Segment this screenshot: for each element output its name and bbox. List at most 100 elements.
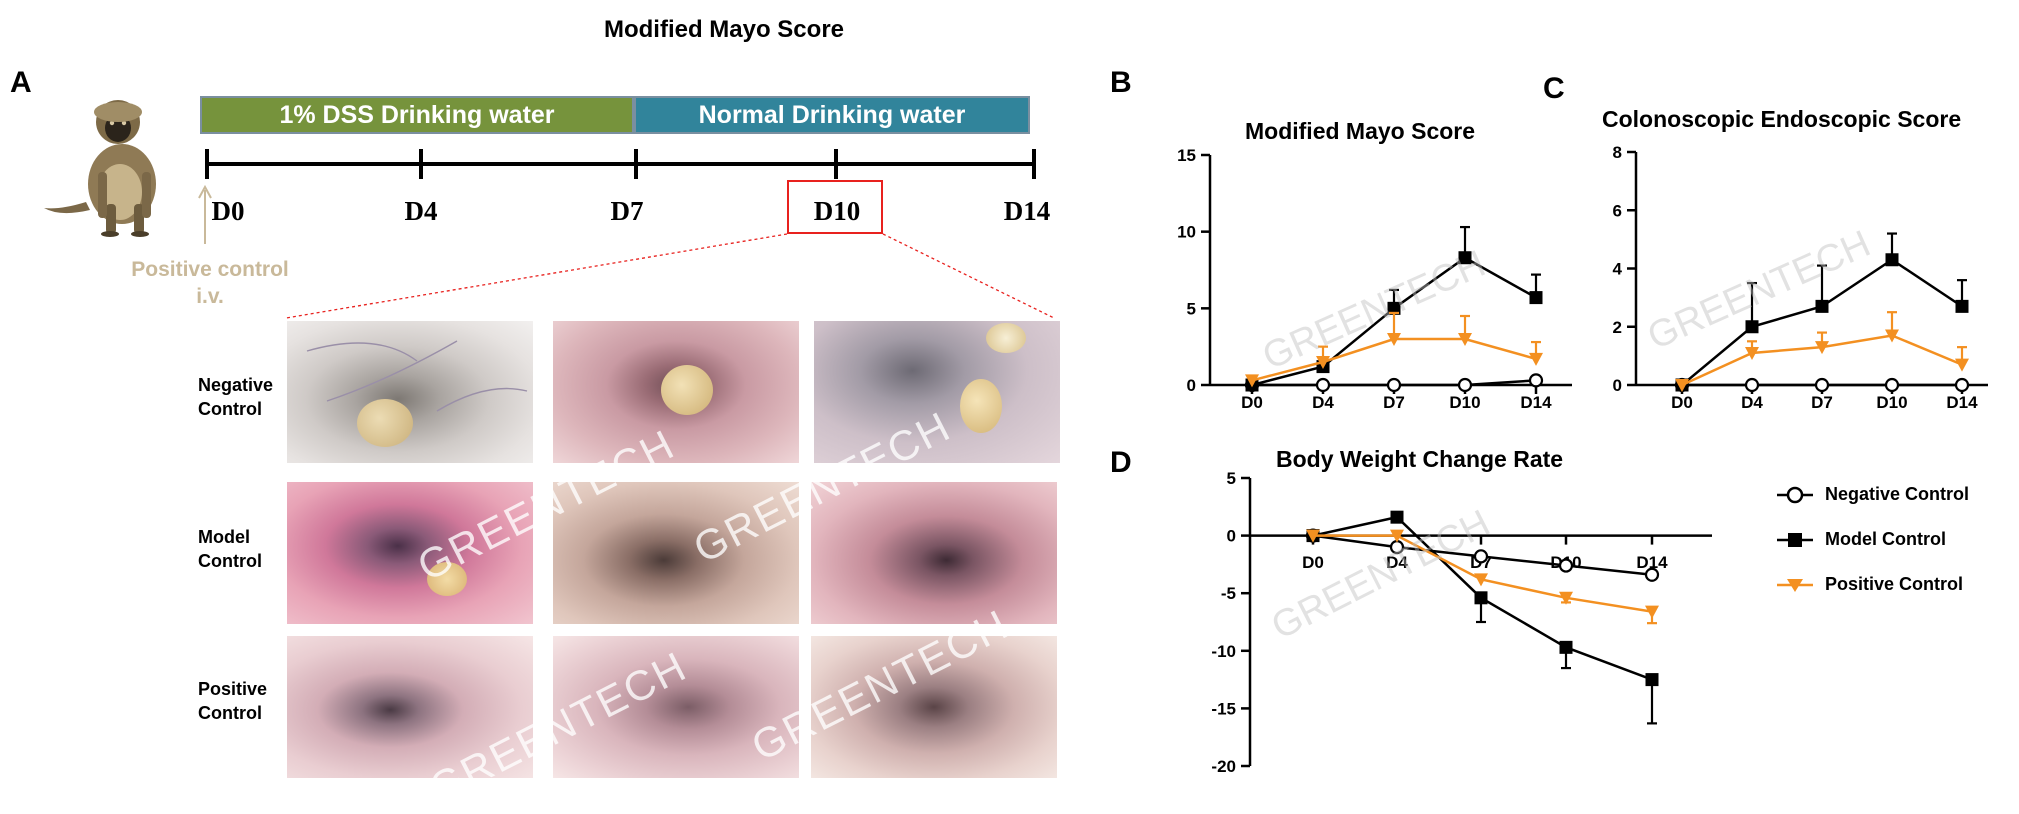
timeline-day-d0: D0 (211, 196, 245, 226)
legend-marker-negative-icon (1777, 486, 1813, 504)
chart-b-y-tick-label: 5 (1187, 299, 1196, 318)
legend-label-model: Model Control (1825, 529, 1946, 549)
chart-b-title: Modified Mayo Score (1245, 118, 1476, 144)
legend-label-negative: Negative Control (1825, 484, 1970, 504)
chart-c-point-negative (1884, 377, 1900, 393)
chart-c-series-positive (1675, 311, 1969, 392)
timeline-day-d4: D4 (404, 196, 438, 226)
chart-b-point-negative (1386, 377, 1402, 393)
chart-d-title: Body Weight Change Rate (1276, 446, 1564, 472)
zoom-connector-lines (285, 233, 1055, 319)
chart-c-title: Colonoscopic Endoscopic Score (1602, 106, 1962, 132)
chart-c-point-positive (1745, 346, 1759, 360)
chart-d-point-negative (1473, 549, 1489, 564)
chart-c-point-negative (1814, 377, 1830, 393)
chart-b-point-negative (1315, 377, 1331, 393)
chart-d-point-model (1474, 591, 1488, 605)
chart-b-point-positive (1458, 333, 1472, 346)
endoscopy-image-negative-3 (814, 321, 1060, 463)
chart-b-point-negative (1457, 377, 1473, 393)
chart-b-point-negative (1528, 373, 1544, 388)
chart-c-point-negative (1954, 377, 1970, 393)
chart-d-x-tick-label: D0 (1302, 553, 1324, 572)
legend-item-negative: Negative Control (1775, 478, 2015, 512)
chart-c-point-model (1745, 320, 1759, 334)
endoscopy-image-model-1 (287, 482, 533, 624)
chart-c-x-tick-label: D10 (1876, 393, 1907, 412)
endoscopy-image-positive-1 (287, 636, 533, 778)
chart-c-point-positive (1815, 341, 1829, 355)
chart-c-point-model (1955, 299, 1969, 313)
row-label-negative: Negative Control (198, 375, 274, 419)
chart-c: 0 2 4 6 8 D0 D4 D7 D10 D14 (1613, 143, 1988, 412)
chart-d-point-positive (1474, 573, 1488, 587)
chart-d-point-positive (1306, 529, 1320, 543)
chart-c-y-tick-label: 6 (1613, 201, 1622, 220)
chart-b-x-tick-label: D0 (1241, 393, 1263, 412)
legend-marker-positive-icon (1777, 579, 1813, 592)
panel-label-c: C (1543, 72, 1565, 105)
chart-d-point-positive (1559, 591, 1573, 605)
chart-c-point-negative (1744, 377, 1760, 393)
chart-b-x-tick-label: D4 (1312, 393, 1334, 412)
chart-c-point-positive (1955, 358, 1969, 372)
row-label-model: Model Control (198, 527, 262, 571)
dss-water-segment: 1% DSS Drinking water (200, 96, 634, 134)
chart-d-series-positive (1306, 529, 1659, 625)
endoscopy-image-model-3 (811, 482, 1057, 624)
legend-label-positive: Positive Control (1825, 574, 1964, 594)
timeline-day-d7: D7 (610, 196, 644, 226)
chart-c-x-tick-label: D14 (1946, 393, 1978, 412)
timeline-day-d14: D14 (1003, 196, 1051, 226)
chart-c-x-tick-label: D7 (1811, 393, 1833, 412)
chart-c-x-tick-label: D0 (1671, 393, 1693, 412)
legend-item-positive: Positive Control (1775, 568, 2015, 602)
figure-title: Modified Mayo Score (603, 16, 845, 43)
chart-d-y-tick-label: 0 (1227, 527, 1236, 546)
chart-c-y-tick-label: 2 (1613, 318, 1622, 337)
endoscopy-image-positive-2 (553, 636, 799, 778)
annotation-line2: i.v. (196, 285, 224, 308)
chart-d-x-tick-label: D14 (1636, 553, 1668, 572)
chart-c-point-positive (1885, 329, 1899, 343)
chart-c-point-positive (1675, 379, 1689, 392)
chart-c-point-model (1815, 299, 1829, 313)
timeline-axis (205, 149, 1036, 179)
chart-b-point-positive (1387, 333, 1401, 346)
chart-b-point-positive (1245, 374, 1259, 388)
chart-watermark-2: GREENTECH (1642, 223, 1877, 358)
chart-c-y-tick-label: 4 (1613, 260, 1623, 279)
chart-d-y-tick-label: -20 (1211, 757, 1236, 776)
chart-d-point-positive (1390, 529, 1404, 543)
chart-c-y-tick-label: 8 (1613, 143, 1622, 162)
chart-b-x-tick-label: D7 (1383, 393, 1405, 412)
normal-water-segment: Normal Drinking water (634, 96, 1030, 134)
panel-label-d: D (1110, 446, 1132, 479)
chart-d-point-positive (1645, 605, 1659, 619)
chart-d-point-negative (1558, 558, 1574, 573)
chart-b-y-tick-label: 15 (1177, 146, 1196, 165)
panel-label-b: B (1110, 66, 1132, 99)
d10-highlight-box (787, 180, 883, 234)
panel-label-a: A (10, 66, 32, 99)
chart-b-point-positive (1529, 352, 1543, 366)
chart-d-point-model (1390, 510, 1404, 524)
chart-b-x-tick-label: D10 (1449, 393, 1480, 412)
endoscopy-image-negative-1 (287, 321, 533, 463)
chart-b-point-positive (1316, 356, 1330, 369)
chart-b: 0 5 10 15 D0 D4 D7 D10 D14 (1177, 146, 1572, 412)
chart-d-point-model (1559, 640, 1573, 654)
chart-b-y-tick-label: 0 (1187, 376, 1196, 395)
normal-water-label: Normal Drinking water (698, 100, 966, 129)
chart-b-point-model (1458, 251, 1472, 265)
chart-d-y-tick-label: 5 (1227, 469, 1236, 488)
annotation-line1: Positive control (131, 258, 289, 281)
chart-b-point-model (1387, 301, 1401, 315)
chart-c-x-tick-label: D4 (1741, 393, 1763, 412)
dss-water-label: 1% DSS Drinking water (279, 100, 555, 129)
chart-c-point-model (1885, 253, 1899, 267)
timeline-day-d10: D10 (813, 196, 861, 226)
chart-c-y-tick-label: 0 (1613, 376, 1622, 395)
chart-d-y-tick-label: -10 (1211, 642, 1236, 661)
